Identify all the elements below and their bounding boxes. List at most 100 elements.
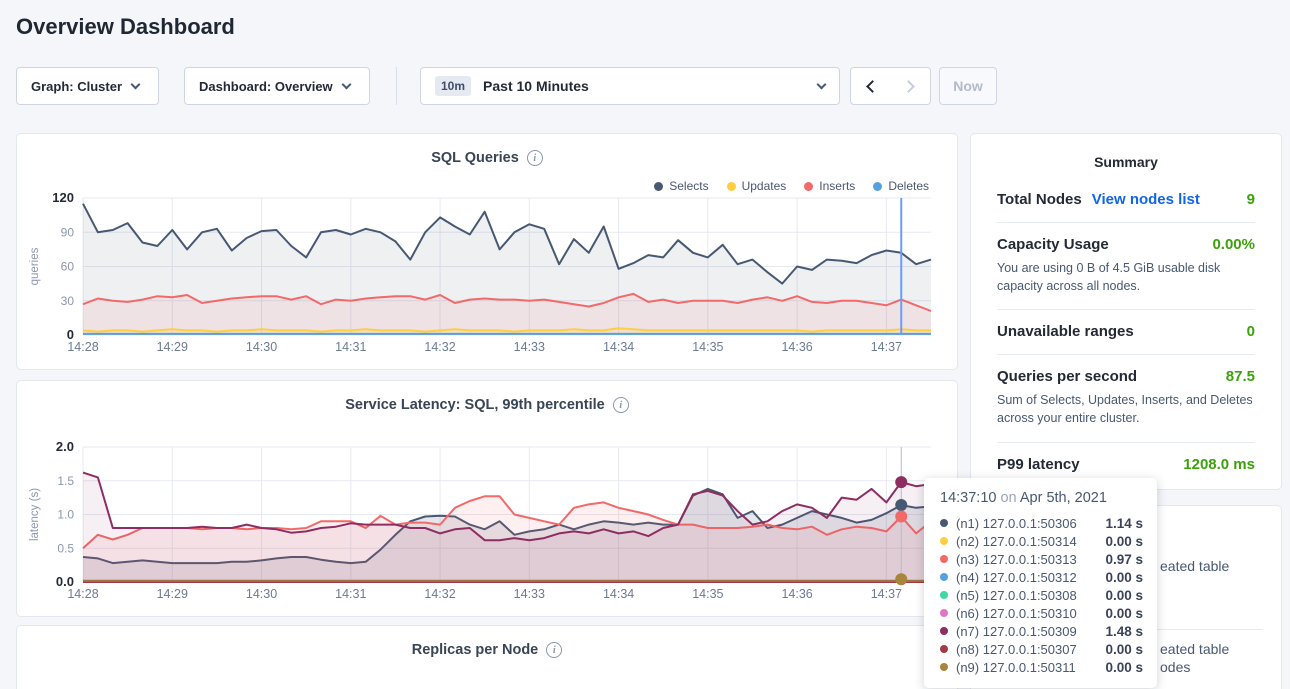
graph-selector-label: Graph: Cluster <box>31 78 123 94</box>
legend-item-deletes: Deletes <box>873 179 929 193</box>
legend-dot <box>873 181 883 191</box>
time-window-dropdown[interactable]: 10m Past 10 Minutes <box>420 67 840 105</box>
svg-text:14:31: 14:31 <box>335 340 366 354</box>
info-icon[interactable]: i <box>612 397 629 413</box>
tooltip-connector: on <box>1000 490 1017 506</box>
tooltip-node-list: (n1) 127.0.0.1:50306 1.14 s (n2) 127.0.0.1… <box>940 514 1143 676</box>
svg-text:14:31: 14:31 <box>335 587 366 601</box>
graph-selector-dropdown[interactable]: Graph: Cluster <box>16 67 159 105</box>
svg-text:14:34: 14:34 <box>603 587 634 601</box>
svg-text:queries: queries <box>29 247 41 285</box>
legend-dot <box>804 181 814 191</box>
tooltip-timestamp: 14:37:10 on Apr 5th, 2021 <box>940 490 1143 506</box>
tooltip-node-row: (n7) 127.0.0.1:50309 1.48 s <box>940 622 1143 640</box>
svg-text:14:37: 14:37 <box>871 587 902 601</box>
svg-text:14:35: 14:35 <box>692 340 723 354</box>
replicas-per-node-panel: Replicas per Node i <box>16 625 958 689</box>
svg-text:14:33: 14:33 <box>514 587 545 601</box>
queries-per-second-label: Queries per second <box>997 368 1138 386</box>
svg-text:14:29: 14:29 <box>157 340 188 354</box>
svg-text:0: 0 <box>67 327 74 342</box>
svg-text:14:30: 14:30 <box>246 587 277 601</box>
total-nodes-label: Total Nodes <box>997 191 1082 208</box>
chevron-right-icon <box>901 79 915 93</box>
unavailable-ranges-label: Unavailable ranges <box>997 323 1134 341</box>
svg-text:14:33: 14:33 <box>514 340 545 354</box>
svg-text:1.5: 1.5 <box>57 474 74 488</box>
legend-item-selects: Selects <box>654 179 709 193</box>
tooltip-node-row: (n3) 127.0.0.1:50313 0.97 s <box>940 550 1143 568</box>
dashboard-selector-label: Dashboard: Overview <box>199 78 333 94</box>
event-text-fragment: odes <box>1160 659 1191 675</box>
legend-item-updates: Updates <box>726 179 786 193</box>
summary-panel: Summary Total Nodes View nodes list 9 Ca… <box>970 133 1282 490</box>
sql-queries-chart[interactable]: 14:28 14:29 14:30 14:31 14:32 14:33 14:34 14:35… <box>17 134 959 371</box>
event-text-fragment: eated table <box>1160 558 1230 574</box>
toolbar-divider <box>396 67 397 105</box>
svg-text:2.0: 2.0 <box>56 439 74 454</box>
chevron-down-icon <box>816 79 827 90</box>
unavailable-ranges-value: 0 <box>1246 323 1255 341</box>
svg-text:14:28: 14:28 <box>67 340 98 354</box>
chart-title-service-latency: Service Latency: SQL, 99th percentile <box>345 397 605 413</box>
sql-queries-legend: Selects Updates Inserts Deletes <box>654 179 929 193</box>
svg-text:14:30: 14:30 <box>246 340 277 354</box>
legend-dot <box>726 181 736 191</box>
legend-item-inserts: Inserts <box>804 179 855 193</box>
chevron-left-icon <box>866 79 879 93</box>
svg-text:14:28: 14:28 <box>67 587 98 601</box>
service-latency-panel: Service Latency: SQL, 99th percentile i … <box>16 380 958 617</box>
p99-latency-value: 1208.0 ms <box>1183 455 1255 473</box>
svg-text:14:36: 14:36 <box>781 587 812 601</box>
time-window-prev-button[interactable] <box>850 67 891 105</box>
svg-text:14:37: 14:37 <box>871 340 902 354</box>
tooltip-node-row: (n1) 127.0.0.1:50306 1.14 s <box>940 514 1143 532</box>
svg-text:90: 90 <box>61 225 75 239</box>
event-text-fragment: eated table <box>1160 641 1230 657</box>
chevron-down-icon <box>341 79 352 90</box>
time-window-badge: 10m <box>435 76 472 96</box>
page-title: Overview Dashboard <box>16 14 235 39</box>
time-window-next-button[interactable] <box>890 67 931 105</box>
svg-text:14:35: 14:35 <box>692 587 723 601</box>
svg-text:14:32: 14:32 <box>424 340 455 354</box>
chart-hover-tooltip: 14:37:10 on Apr 5th, 2021 (n1) 127.0.0.1… <box>924 478 1157 688</box>
summary-heading: Summary <box>1094 154 1158 170</box>
legend-dot <box>654 181 664 191</box>
svg-text:14:32: 14:32 <box>424 587 455 601</box>
svg-text:0.5: 0.5 <box>57 541 74 555</box>
queries-per-second-description: Sum of Selects, Updates, Inserts, and De… <box>997 393 1253 426</box>
svg-text:0.0: 0.0 <box>56 574 74 589</box>
view-nodes-list-link[interactable]: View nodes list <box>1091 191 1200 208</box>
tooltip-node-row: (n6) 127.0.0.1:50310 0.00 s <box>940 604 1143 622</box>
svg-text:1.0: 1.0 <box>57 508 74 522</box>
svg-text:14:34: 14:34 <box>603 340 634 354</box>
chart-title-replicas-per-node: Replicas per Node <box>411 642 539 658</box>
tooltip-node-row: (n4) 127.0.0.1:50312 0.00 s <box>940 568 1143 586</box>
capacity-usage-description: You are using 0 B of 4.5 GiB usable disk… <box>997 261 1221 294</box>
svg-text:60: 60 <box>61 260 75 274</box>
tooltip-time: 14:37:10 <box>940 490 997 506</box>
tooltip-node-row: (n8) 127.0.0.1:50307 0.00 s <box>940 640 1143 658</box>
queries-per-second-value: 87.5 <box>1225 368 1255 386</box>
p99-latency-label: P99 latency <box>997 455 1080 473</box>
dashboard-selector-dropdown[interactable]: Dashboard: Overview <box>184 67 370 105</box>
service-latency-chart[interactable]: 14:28 14:29 14:30 14:31 14:32 14:33 14:34 14:35… <box>17 381 959 618</box>
info-icon[interactable]: i <box>526 150 543 166</box>
chart-title-sql-queries: SQL Queries <box>431 150 519 166</box>
svg-text:14:29: 14:29 <box>157 587 188 601</box>
now-button[interactable]: Now <box>939 67 997 105</box>
capacity-usage-label: Capacity Usage <box>997 236 1109 253</box>
capacity-usage-value: 0.00% <box>1212 236 1255 253</box>
svg-text:120: 120 <box>52 190 74 205</box>
svg-text:14:36: 14:36 <box>781 340 812 354</box>
svg-text:latency (s): latency (s) <box>29 488 41 541</box>
sql-queries-panel: SQL Queries i Selects Updates Inserts Delet… <box>16 133 958 370</box>
svg-text:30: 30 <box>61 294 75 308</box>
tooltip-node-row: (n5) 127.0.0.1:50308 0.00 s <box>940 586 1143 604</box>
tooltip-date: Apr 5th, 2021 <box>1019 490 1107 506</box>
chevron-down-icon <box>130 79 141 90</box>
info-icon[interactable]: i <box>546 642 563 658</box>
tooltip-node-row: (n2) 127.0.0.1:50314 0.00 s <box>940 532 1143 550</box>
tooltip-node-row: (n9) 127.0.0.1:50311 0.00 s <box>940 658 1143 676</box>
